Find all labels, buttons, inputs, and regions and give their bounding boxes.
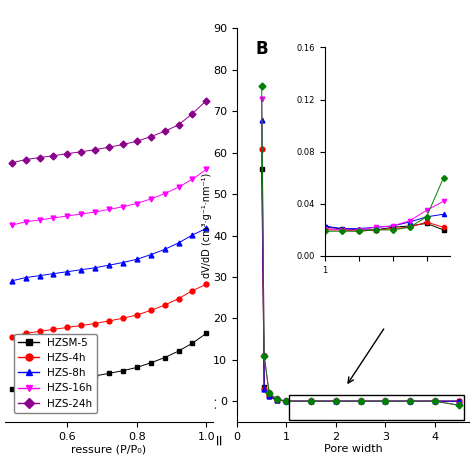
Bar (289, 395, 465, 420)
Legend: HZSM-5, HZS-4h, HZS-8h, HZS-16h, HZS-24h: HZSM-5, HZS-4h, HZS-8h, HZS-16h, HZS-24h (14, 334, 97, 413)
X-axis label: ressure (P/P₀): ressure (P/P₀) (72, 444, 146, 455)
Text: =: = (211, 432, 227, 445)
Y-axis label: dV/dD (cm³·g⁻¹·nm⁻¹): dV/dD (cm³·g⁻¹·nm⁻¹) (202, 173, 212, 278)
Text: B: B (255, 40, 268, 58)
X-axis label: Pore width: Pore width (324, 444, 383, 455)
